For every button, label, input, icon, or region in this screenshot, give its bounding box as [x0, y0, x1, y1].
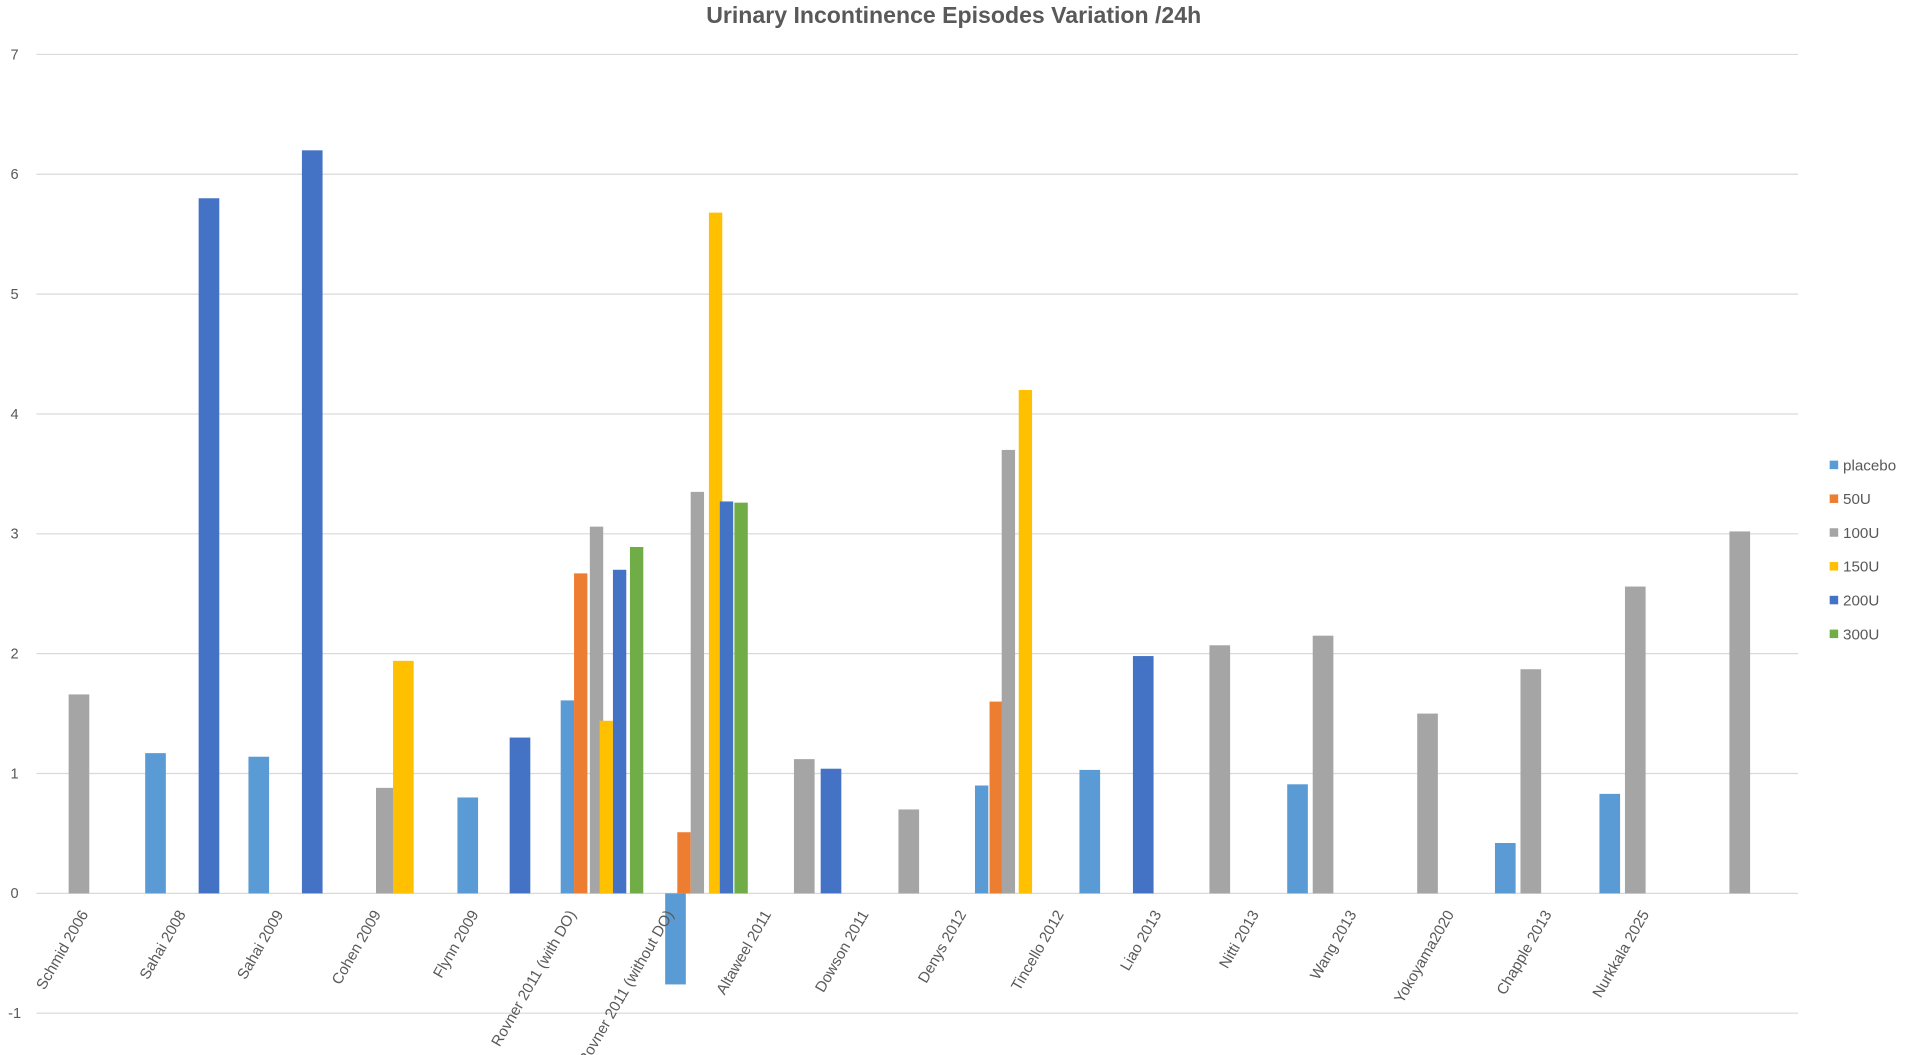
bar-placebo — [145, 753, 166, 894]
legend-label: 300U — [1843, 626, 1879, 643]
x-tick-label: Tincello 2012 — [1008, 908, 1068, 994]
bar-100U — [1624, 586, 1646, 894]
x-tick-label: Nitti 2013 — [1216, 908, 1263, 972]
y-tick-label: 0 — [11, 886, 19, 902]
bar-300U — [629, 547, 644, 894]
x-tick-label: Flynn 2009 — [430, 908, 482, 982]
bar-100U — [1001, 449, 1016, 894]
x-tick-label: Chapple 2013 — [1494, 908, 1556, 998]
bar-placebo — [248, 756, 270, 894]
bar-150U — [393, 660, 414, 894]
x-tick-label: Yokoyama2020 — [1391, 908, 1458, 1007]
bar-50U — [677, 832, 691, 894]
legend-swatch — [1829, 562, 1839, 571]
bar-100U — [793, 759, 815, 894]
bar-300U — [734, 502, 748, 894]
bar-150U — [708, 212, 723, 894]
bar-200U — [509, 737, 531, 894]
x-tick-label: Cohen 2009 — [329, 908, 385, 988]
legend-item-placebo: placebo — [1829, 457, 1896, 474]
legend-item-300U: 300U — [1829, 626, 1879, 643]
chart-title: Urinary Incontinence Episodes Variation … — [706, 2, 1201, 28]
x-tick-label: Liao 2013 — [1117, 908, 1165, 974]
legend-label: 50U — [1843, 491, 1871, 508]
bar-placebo — [974, 785, 989, 894]
bar-200U — [301, 150, 323, 894]
x-tick-label: Sahai 2008 — [137, 908, 190, 983]
legend-item-200U: 200U — [1829, 593, 1879, 610]
x-tick-label: Schmid 2006 — [33, 908, 92, 993]
bar-200U — [612, 569, 627, 894]
bar-100U — [68, 694, 90, 894]
x-tick-label: Rovner 2011 (with DO) — [488, 908, 580, 1050]
legend-swatch — [1829, 528, 1839, 537]
bar-placebo — [1494, 843, 1516, 894]
y-tick-label: 4 — [11, 407, 19, 423]
bar-100U — [1209, 645, 1231, 894]
y-tick-label: -1 — [8, 1006, 21, 1022]
bar-100U — [690, 491, 705, 894]
x-tick-label: Nurkkala 2025 — [1589, 908, 1653, 1001]
bar-150U — [599, 720, 613, 894]
legend-label: 200U — [1843, 593, 1879, 610]
bar-100U — [376, 787, 397, 894]
bar-100U — [1312, 635, 1334, 894]
bar-placebo — [560, 700, 575, 894]
bar-placebo — [1599, 793, 1621, 894]
x-tick-label: Rovner 2011 (without DO) — [575, 908, 677, 1055]
bar-50U — [989, 701, 1003, 894]
bar-100U — [1417, 713, 1438, 894]
bar-200U — [719, 501, 734, 894]
legend-label: 150U — [1843, 559, 1879, 576]
bar-placebo — [1287, 784, 1308, 894]
legend-item-50U: 50U — [1829, 491, 1871, 508]
bar-200U — [1132, 656, 1154, 894]
bar-placebo — [665, 893, 686, 985]
bar-placebo — [1079, 769, 1101, 894]
x-tick-label: Sahai 2009 — [234, 908, 287, 983]
x-tick-label: Wang 2013 — [1307, 908, 1360, 983]
legend-swatch — [1829, 460, 1839, 470]
legend-label: placebo — [1843, 457, 1896, 474]
x-tick-label: Altaweel 2011 — [713, 908, 775, 998]
legend-item-150U: 150U — [1829, 559, 1879, 576]
bar-200U — [820, 768, 842, 894]
x-tick-label: Dowson 2011 — [812, 908, 873, 996]
bar-50U — [574, 573, 588, 894]
bar-150U — [1018, 390, 1033, 894]
y-tick-label: 6 — [11, 167, 19, 183]
legend-item-100U: 100U — [1829, 525, 1879, 542]
bar-200U — [198, 198, 220, 894]
y-tick-label: 5 — [11, 287, 19, 303]
legend-swatch — [1829, 629, 1839, 639]
bar-100U — [1520, 669, 1542, 894]
legend-swatch — [1829, 595, 1839, 605]
legend-label: 100U — [1843, 525, 1879, 542]
y-tick-label: 1 — [11, 766, 19, 782]
bar-100U — [898, 809, 920, 894]
y-tick-label: 2 — [11, 647, 19, 663]
y-tick-label: 3 — [11, 527, 19, 543]
bar-100U — [1729, 531, 1751, 894]
legend-swatch — [1829, 494, 1839, 503]
y-tick-label: 7 — [11, 47, 19, 63]
x-tick-label: Denys 2012 — [915, 908, 970, 987]
bar-placebo — [457, 797, 479, 894]
